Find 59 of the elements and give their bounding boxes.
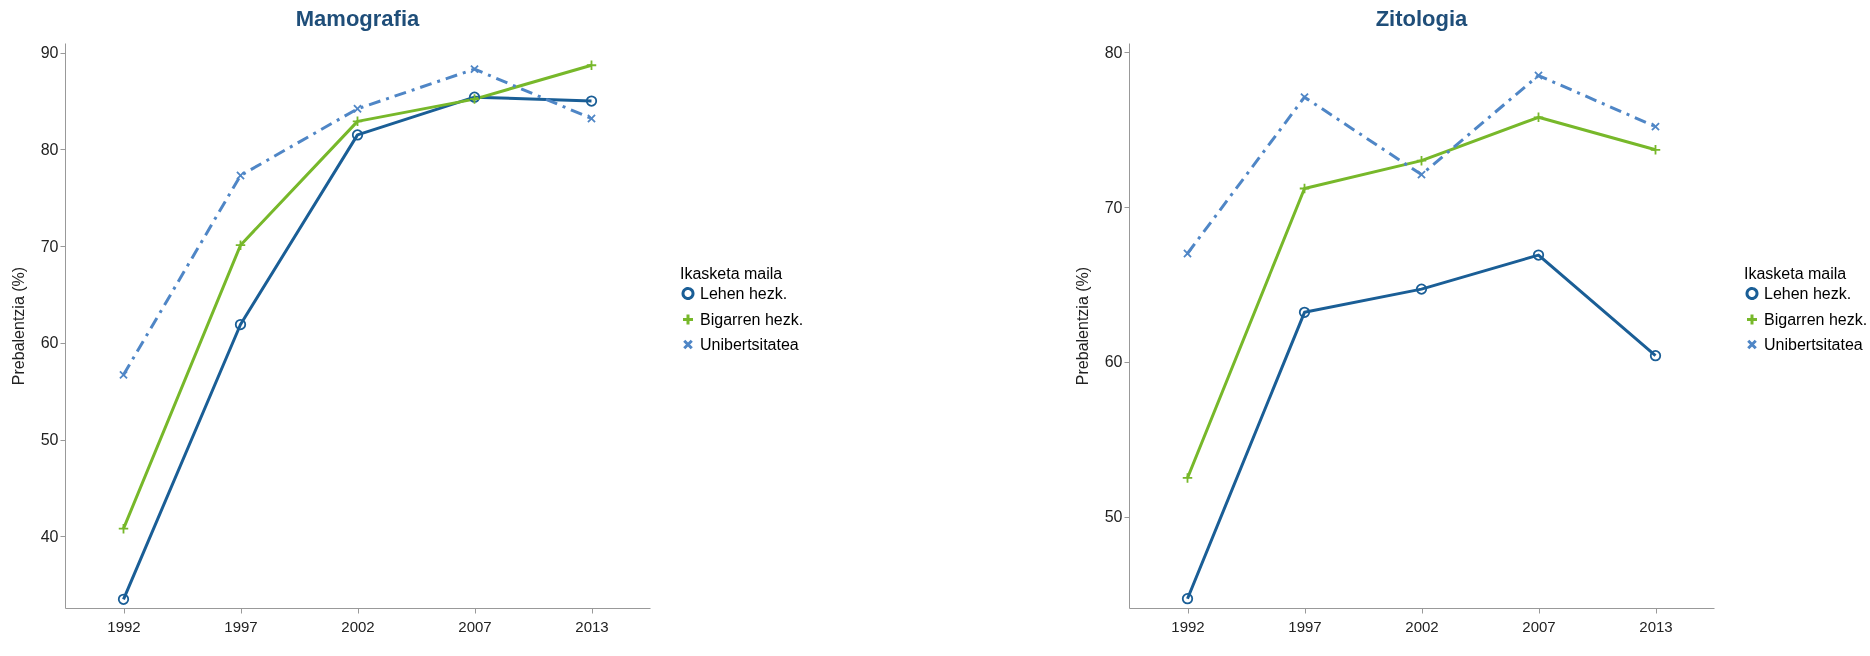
point [1417, 170, 1426, 180]
x-tick-label: 1997 [1288, 617, 1322, 635]
point [585, 59, 598, 71]
y-tick-label: 60 [40, 334, 59, 352]
point [585, 95, 598, 107]
x-tick-label: 1992 [1171, 617, 1205, 635]
x-tick-label: 2007 [458, 617, 492, 635]
x-tick-label: 1992 [107, 617, 141, 635]
point [117, 523, 130, 535]
point [1649, 144, 1662, 156]
y-tick-label: 50 [1104, 508, 1123, 526]
y-axis-title: Prebalentzia (%) [1073, 266, 1091, 386]
point [1534, 71, 1543, 80]
point [236, 171, 245, 180]
legend-label: Unibertsitatea [700, 335, 799, 353]
legend-title: Ikasketa maila [1744, 264, 1847, 282]
legend-title: Ikasketa maila [680, 264, 783, 282]
x-tick-label: 2002 [1405, 617, 1439, 635]
point [353, 104, 362, 114]
point [1651, 122, 1660, 132]
point [117, 593, 130, 605]
legend-label: Bigarren hezk. [700, 310, 804, 328]
legend-label: Lehen hezk. [700, 284, 788, 302]
point [587, 114, 596, 123]
y-tick-label: 80 [40, 140, 59, 158]
y-tick-label: 80 [1104, 43, 1123, 61]
legend-label: Bigarren hezk. [1764, 310, 1868, 328]
chart-title: Mamografia [295, 6, 420, 31]
point [234, 239, 247, 251]
point [1649, 350, 1662, 362]
point [1415, 155, 1428, 167]
chart-title: Zitologia [1375, 6, 1469, 31]
x-tick-label: 2002 [341, 617, 375, 635]
point [1183, 249, 1192, 258]
point [1532, 111, 1545, 123]
y-tick-label: 90 [40, 44, 59, 62]
point [1298, 182, 1311, 195]
x-tick-label: 1997 [224, 617, 258, 635]
x-tick-label: 2013 [575, 617, 609, 635]
y-tick-label: 50 [40, 431, 59, 449]
legend-label: Unibertsitatea [1764, 335, 1863, 353]
point [1415, 283, 1428, 295]
y-tick-label: 40 [40, 527, 59, 545]
point [1298, 306, 1311, 318]
x-tick-label: 2013 [1639, 617, 1673, 635]
y-tick-label: 70 [1104, 198, 1123, 216]
x-tick-label: 2007 [1522, 617, 1556, 635]
y-axis-title: Prebalentzia (%) [9, 266, 27, 386]
point [1532, 249, 1545, 261]
legend-label: Lehen hezk. [1764, 284, 1852, 302]
point [1181, 472, 1194, 484]
point [119, 370, 128, 380]
point [470, 64, 479, 74]
point [234, 318, 247, 331]
point [1300, 92, 1309, 102]
y-tick-label: 60 [1104, 353, 1123, 371]
y-tick-label: 70 [40, 237, 59, 255]
point [1181, 593, 1194, 605]
point [351, 129, 364, 141]
